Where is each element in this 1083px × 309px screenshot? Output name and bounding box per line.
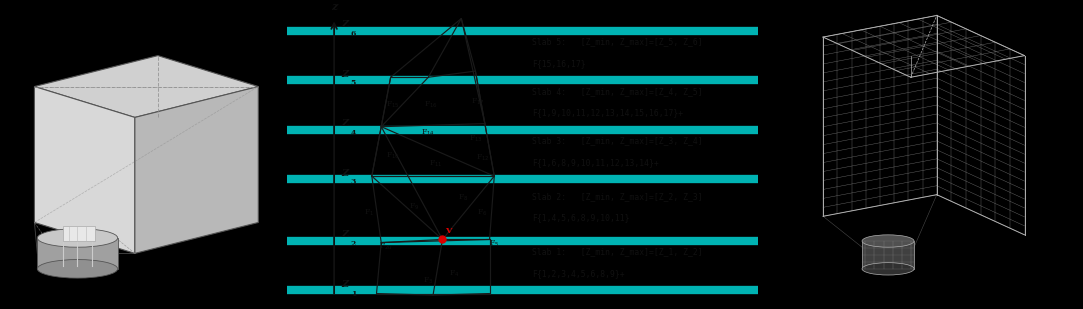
Ellipse shape [37, 229, 118, 247]
Text: F$_{6}$: F$_{6}$ [478, 208, 487, 218]
Text: F$_{10}$: F$_{10}$ [386, 151, 400, 161]
Text: F{1,6,8,9,10,11,12,13,14}+: F{1,6,8,9,10,11,12,13,14}+ [532, 158, 658, 167]
Text: F$_{11}$: F$_{11}$ [429, 159, 442, 169]
Text: F$_{4}$: F$_{4}$ [449, 268, 459, 279]
Text: Slab 3:   [Z_min, Z_max]=[Z_3, Z_4]: Slab 3: [Z_min, Z_max]=[Z_3, Z_4] [532, 136, 703, 145]
Text: 5: 5 [351, 79, 356, 87]
Text: F$_{3}$: F$_{3}$ [423, 276, 433, 286]
Text: Z: Z [341, 20, 349, 29]
Text: Z: Z [341, 70, 349, 79]
Text: Z: Z [341, 280, 349, 289]
Text: F$_{8}$: F$_{8}$ [458, 193, 469, 203]
Text: 1: 1 [351, 290, 356, 298]
Polygon shape [37, 238, 118, 269]
Text: 2: 2 [351, 240, 356, 248]
Text: Z: Z [341, 119, 349, 128]
Text: F$_{16}$: F$_{16}$ [423, 100, 438, 110]
Text: F$_{9}$: F$_{9}$ [409, 202, 419, 212]
Polygon shape [63, 226, 94, 241]
Text: 4: 4 [351, 129, 356, 137]
Text: F$_{15}$: F$_{15}$ [387, 100, 400, 110]
Text: F$_{5}$: F$_{5}$ [490, 239, 499, 249]
Text: 3: 3 [351, 178, 356, 186]
Text: 6: 6 [351, 30, 356, 38]
Text: V: V [445, 227, 452, 235]
Text: F$_{2u}$: F$_{2u}$ [379, 242, 393, 252]
Ellipse shape [37, 260, 118, 278]
Text: Slab 1:   [Z_min, Z_max]=[Z_1, Z_2]: Slab 1: [Z_min, Z_max]=[Z_1, Z_2] [532, 247, 703, 256]
Polygon shape [135, 87, 258, 253]
Text: F$_{1}$: F$_{1}$ [364, 208, 375, 218]
Text: F{15,16,17}: F{15,16,17} [532, 59, 586, 68]
Polygon shape [862, 241, 914, 269]
Text: F{1,9,10,11,12,13,14,15,16,17}+: F{1,9,10,11,12,13,14,15,16,17}+ [532, 108, 683, 117]
Text: Z: Z [341, 169, 349, 178]
Text: Slab 4:   [Z_min, Z_max]=[Z_4, Z_5]: Slab 4: [Z_min, Z_max]=[Z_4, Z_5] [532, 87, 703, 96]
Text: Z: Z [341, 231, 349, 239]
Text: F{1,4,5,6,8,9,10,11}: F{1,4,5,6,8,9,10,11} [532, 213, 629, 222]
Ellipse shape [862, 263, 914, 275]
Ellipse shape [862, 235, 914, 247]
Text: F$_{17}$: F$_{17}$ [471, 97, 485, 107]
Polygon shape [35, 56, 258, 117]
Text: F{1,2,3,4,5,6,8,9}+: F{1,2,3,4,5,6,8,9}+ [532, 269, 625, 278]
Text: z: z [331, 1, 337, 12]
Text: Slab 5:   [Z_min, Z_max]=[Z_5, Z_6]: Slab 5: [Z_min, Z_max]=[Z_5, Z_6] [532, 37, 703, 46]
Polygon shape [35, 87, 135, 253]
Text: F$_{14}$: F$_{14}$ [421, 128, 435, 138]
Text: Slab 2:   [Z_min, Z_max]=[Z_2, Z_3]: Slab 2: [Z_min, Z_max]=[Z_2, Z_3] [532, 192, 703, 201]
Text: F$_{12}$: F$_{12}$ [475, 152, 490, 163]
Text: F$_{13}$: F$_{13}$ [469, 134, 482, 144]
